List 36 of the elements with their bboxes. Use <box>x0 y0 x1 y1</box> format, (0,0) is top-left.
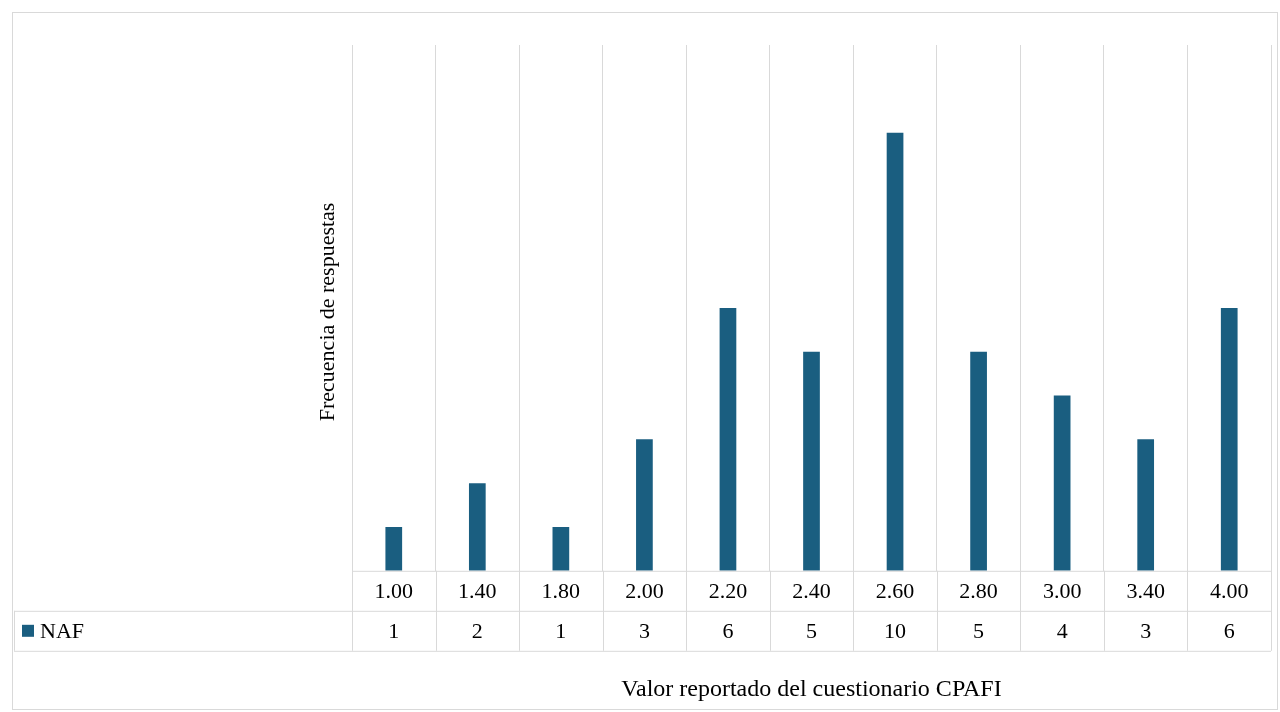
x-tick-label: 1.00 <box>374 577 414 603</box>
bar <box>886 132 904 571</box>
y-axis-title: Frecuencia de respuestas <box>313 202 339 422</box>
data-label: 6 <box>1223 617 1235 643</box>
data-label: 2 <box>471 617 483 643</box>
x-tick-label: 3.00 <box>1042 577 1082 603</box>
data-label: 6 <box>722 617 734 643</box>
x-tick-label: 1.80 <box>541 577 581 603</box>
x-tick-label: 2.80 <box>959 577 998 603</box>
bar <box>1220 307 1238 571</box>
x-axis-title: Valor reportado del cuestionario CPAFI <box>621 674 1002 701</box>
bar <box>468 483 486 571</box>
bar <box>719 307 737 571</box>
data-label: 5 <box>973 617 985 643</box>
x-tick-label: 3.40 <box>1126 577 1165 603</box>
data-label: 5 <box>806 617 817 643</box>
bar <box>803 351 820 571</box>
bar <box>970 351 987 571</box>
bar <box>552 526 570 571</box>
bar <box>636 439 653 571</box>
x-tick-label: 4.00 <box>1209 577 1249 603</box>
x-tick-label: 2.40 <box>792 577 831 603</box>
data-label: 1 <box>388 617 400 643</box>
data-label: 3 <box>1140 617 1152 643</box>
data-label: 3 <box>638 617 650 643</box>
x-tick-label: 2.60 <box>875 577 915 603</box>
x-tick-label: 1.40 <box>458 577 497 603</box>
data-label: 10 <box>884 617 907 643</box>
bar <box>1053 395 1071 571</box>
bar <box>1137 439 1155 571</box>
legend-label: NAF <box>40 617 85 643</box>
x-tick-label: 2.20 <box>708 577 748 603</box>
bar <box>385 526 403 571</box>
data-label: 1 <box>555 617 567 643</box>
x-tick-label: 2.00 <box>625 577 664 603</box>
data-label: 4 <box>1056 617 1068 643</box>
